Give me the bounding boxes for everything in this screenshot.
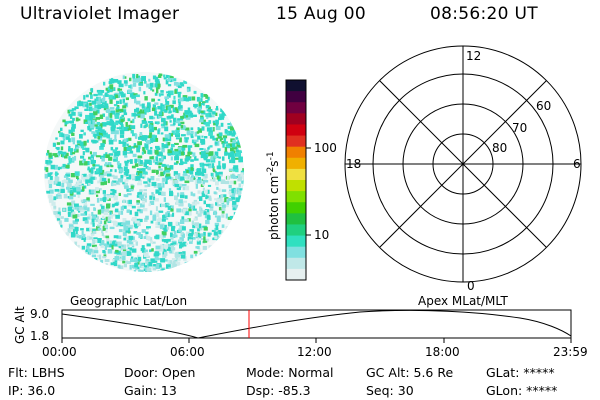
app-title: Ultraviolet Imager [20, 4, 180, 24]
colorbar-cell [286, 124, 306, 137]
colorbar-cell [286, 224, 306, 237]
colorbar-tick-100: 100 [314, 141, 337, 155]
observation-date: 15 Aug 00 [276, 4, 366, 24]
colorbar-cell [286, 191, 306, 203]
geographic-latitude-value: GLat: ***** [486, 365, 555, 380]
polar-diagonal-2 [379, 80, 547, 248]
colorbar-cell [286, 213, 306, 225]
mlat-label-70: 70 [512, 121, 527, 135]
colorbar-cell [286, 135, 306, 148]
mlat-label-60: 60 [536, 99, 551, 113]
colorbar-cell [286, 80, 306, 92]
colorbar-tick-10: 10 [314, 228, 329, 242]
time-tick-2359: 23:59 [553, 345, 588, 359]
observation-time: 08:56:20 UT [430, 4, 538, 24]
mode-value: Mode: Normal [246, 365, 334, 380]
colorbar-cell [286, 235, 306, 248]
gc-altitude-value: GC Alt: 5.6 Re [366, 365, 454, 380]
colorbar-cell [286, 202, 306, 214]
time-tick-1200: 12:00 [297, 345, 332, 359]
colorbar-cell [286, 91, 306, 103]
colorbar-cell [286, 157, 306, 170]
door-status: Door: Open [124, 365, 196, 380]
mlt-label-6: 6 [573, 157, 581, 171]
time-tick-0000: 00:00 [42, 345, 77, 359]
altitude-curve [61, 309, 572, 339]
gain-value: Gain: 13 [124, 383, 177, 398]
colorbar-cell [286, 268, 306, 281]
geographic-longitude-value: GLon: ***** [486, 383, 558, 398]
mlt-label-12: 12 [466, 49, 481, 63]
filter-value: Flt: LBHS [8, 365, 65, 380]
gc-alt-tick-1-8: 1.8 [30, 329, 49, 343]
colorbar-cell [286, 246, 306, 259]
ip-value: IP: 36.0 [8, 383, 56, 398]
time-tick-1800: 18:00 [425, 345, 460, 359]
colorbar-cell [286, 180, 306, 192]
time-tick-0600: 06:00 [170, 345, 205, 359]
colorbar-cell [286, 113, 306, 125]
apex-mlat-mlt-label: Apex MLat/MLT [418, 294, 508, 308]
colorbar-cell [286, 146, 306, 159]
timeline-frame [61, 309, 572, 339]
gc-alt-axis-label: GC Alt [13, 306, 27, 344]
gc-alt-tick-9: 9.0 [30, 307, 49, 321]
colorbar-cell [286, 168, 306, 181]
colorbar-cell [286, 257, 306, 270]
dsp-value: Dsp: -85.3 [246, 383, 311, 398]
mlat-label-80: 80 [492, 141, 507, 155]
mlt-label-0: 0 [467, 279, 475, 293]
sequence-value: Seq: 30 [366, 383, 414, 398]
geographic-lat-lon-label: Geographic Lat/Lon [70, 294, 187, 308]
mlt-label-18: 18 [346, 157, 361, 171]
colorbar-unit-label: photon cm-2s-1 [266, 151, 281, 240]
colorbar-cell [286, 102, 306, 114]
